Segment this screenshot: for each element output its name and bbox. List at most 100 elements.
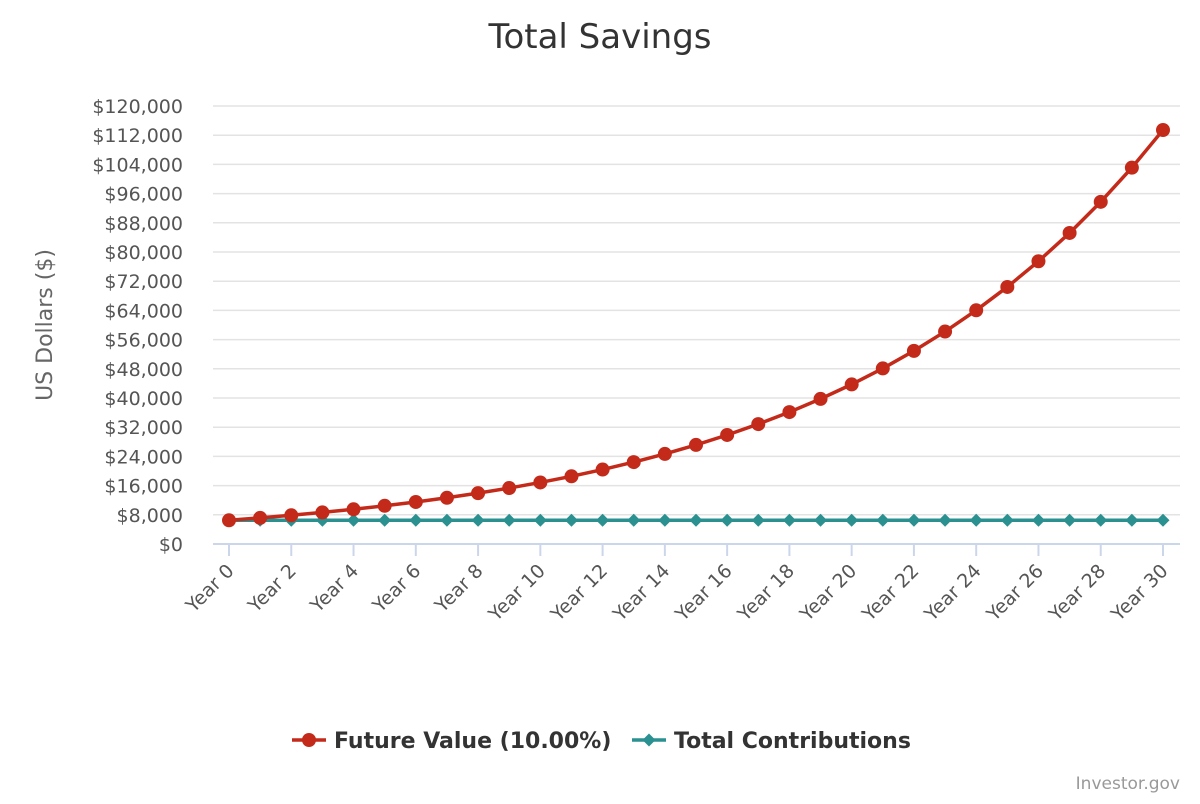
legend-marker[interactable] (642, 733, 656, 747)
x-tick-label: Year 2 (243, 560, 301, 618)
x-tick-label: Year 10 (484, 560, 550, 626)
data-point[interactable] (409, 513, 423, 527)
y-tick-label: $104,000 (92, 154, 183, 176)
data-point[interactable] (1000, 279, 1015, 294)
series-line (227, 128, 1165, 523)
data-point[interactable] (782, 405, 797, 420)
legend-marker[interactable] (302, 733, 316, 747)
data-point[interactable] (346, 502, 361, 517)
data-point[interactable] (1000, 513, 1014, 527)
data-point[interactable] (378, 513, 392, 527)
data-point[interactable] (596, 513, 610, 527)
series-future-value (222, 123, 1170, 528)
y-tick-label: $80,000 (104, 242, 183, 264)
x-tick-label: Year 30 (1106, 560, 1172, 626)
legend-label: Future Value (10.00%) (334, 729, 611, 754)
data-point[interactable] (814, 513, 828, 527)
y-tick-label: $24,000 (104, 446, 183, 468)
data-point[interactable] (720, 513, 734, 527)
data-point[interactable] (284, 508, 299, 523)
data-point[interactable] (969, 513, 983, 527)
y-tick-label: $72,000 (104, 271, 183, 293)
data-point[interactable] (439, 490, 454, 505)
data-point[interactable] (502, 481, 517, 496)
x-tick-label: Year 4 (306, 560, 364, 618)
data-point[interactable] (1124, 160, 1139, 175)
data-point[interactable] (471, 486, 486, 501)
y-tick-label: $96,000 (104, 184, 183, 206)
gridlines (213, 105, 1180, 516)
data-point[interactable] (1094, 513, 1108, 527)
data-point[interactable] (440, 513, 454, 527)
y-tick-label: $64,000 (104, 300, 183, 322)
data-point[interactable] (1156, 123, 1170, 138)
y-tick-label: $40,000 (104, 388, 183, 410)
y-tick-label: $8,000 (117, 505, 183, 527)
data-point[interactable] (689, 513, 703, 527)
data-point[interactable] (471, 513, 485, 527)
x-tick-label: Year 6 (368, 560, 426, 618)
data-point[interactable] (845, 513, 859, 527)
data-point[interactable] (906, 343, 921, 358)
data-point[interactable] (876, 513, 890, 527)
x-tick-label: Year 20 (795, 560, 861, 626)
data-point[interactable] (1062, 225, 1077, 240)
data-point[interactable] (751, 513, 765, 527)
data-point[interactable] (938, 513, 952, 527)
data-point[interactable] (347, 513, 361, 527)
data-point[interactable] (1031, 513, 1045, 527)
y-tick-label: $56,000 (104, 330, 183, 352)
data-point[interactable] (1125, 513, 1139, 527)
y-tick-label: $0 (159, 534, 183, 556)
y-axis-label: US Dollars ($) (33, 249, 58, 401)
data-point[interactable] (1156, 513, 1170, 527)
legend: Future Value (10.00%) Total Contributions (292, 729, 911, 754)
y-tick-label: $112,000 (92, 125, 183, 147)
data-point[interactable] (1063, 513, 1077, 527)
data-point[interactable] (657, 446, 672, 461)
data-point[interactable] (907, 513, 921, 527)
y-axis-ticks: $0 $8,000 $16,000 $24,000 $32,000 $40,000 $48,… (92, 96, 183, 556)
y-tick-label: $16,000 (104, 476, 183, 498)
data-point[interactable] (533, 513, 547, 527)
credit-label[interactable]: Investor.gov (1076, 774, 1180, 794)
data-point[interactable] (782, 513, 796, 527)
legend-label: Total Contributions (674, 729, 911, 754)
data-point[interactable] (626, 455, 641, 470)
data-point[interactable] (969, 303, 984, 318)
x-tick-label: Year 24 (920, 560, 986, 626)
data-point[interactable] (751, 417, 766, 432)
data-point[interactable] (627, 513, 641, 527)
data-point[interactable] (564, 469, 579, 484)
series-total-contributions (222, 513, 1170, 527)
data-point[interactable] (595, 462, 610, 477)
data-point[interactable] (1031, 254, 1046, 269)
data-point[interactable] (844, 377, 859, 392)
data-point[interactable] (689, 437, 703, 452)
x-tick-label: Year 28 (1044, 560, 1110, 626)
legend-item[interactable]: Future Value (10.00%) (292, 729, 611, 754)
data-point[interactable] (222, 513, 236, 528)
data-point[interactable] (377, 498, 392, 513)
data-point[interactable] (875, 361, 890, 376)
data-point[interactable] (564, 513, 578, 527)
y-tick-label: $88,000 (104, 213, 183, 235)
chart-title: Total Savings (487, 17, 711, 57)
data-point[interactable] (315, 505, 330, 520)
data-point[interactable] (938, 324, 953, 339)
y-tick-label: $32,000 (104, 417, 183, 439)
data-point[interactable] (408, 494, 423, 509)
legend-item[interactable]: Total Contributions (632, 729, 911, 754)
x-tick-label: Year 12 (546, 560, 612, 626)
data-point[interactable] (253, 510, 268, 525)
data-point[interactable] (533, 475, 548, 490)
data-point[interactable] (502, 513, 516, 527)
data-point[interactable] (658, 513, 672, 527)
data-point[interactable] (813, 391, 828, 406)
x-tick-label: Year 8 (430, 560, 488, 618)
data-point[interactable] (1093, 194, 1108, 209)
data-point[interactable] (720, 427, 735, 442)
y-tick-label: $120,000 (92, 96, 183, 118)
